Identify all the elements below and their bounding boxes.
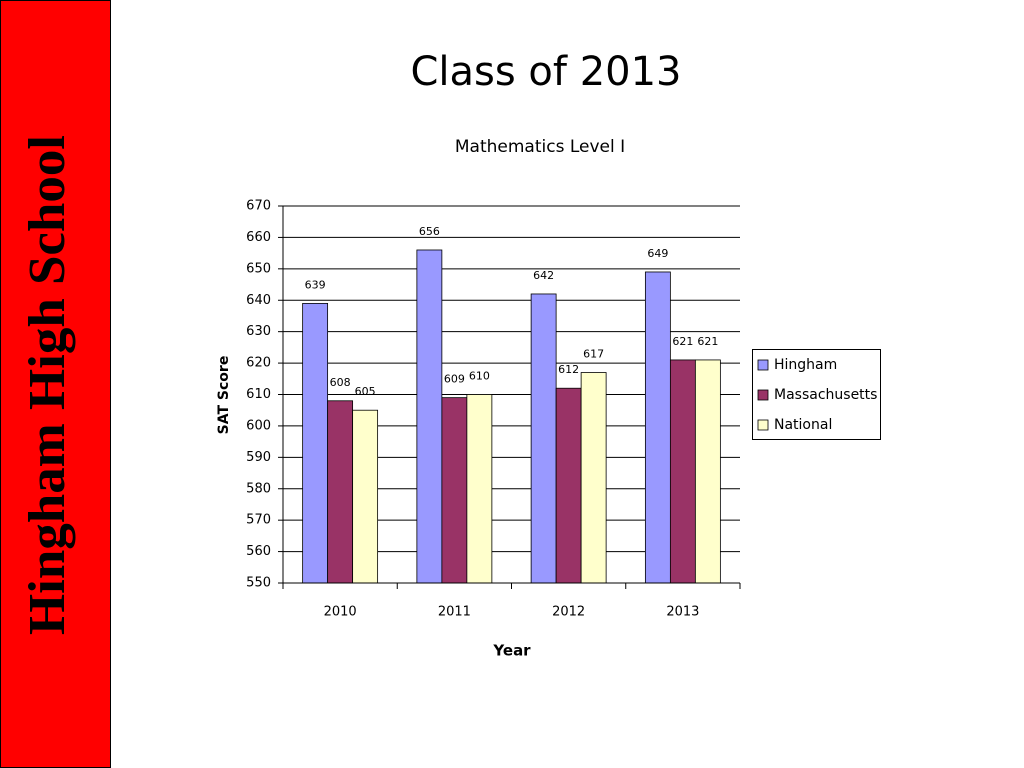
sidebar [0, 0, 111, 768]
x-tick-label: 2010 [324, 605, 357, 620]
x-axis-label: Year [492, 642, 531, 660]
y-tick-label: 660 [246, 230, 271, 245]
bar [580, 372, 607, 584]
legend [752, 349, 881, 440]
slide-title: Class of 2013 [410, 49, 681, 95]
legend-swatch [757, 419, 769, 431]
x-tick-label: 2013 [666, 605, 699, 620]
y-tick-label: 630 [246, 324, 271, 339]
bar [644, 271, 671, 584]
data-label: 656 [419, 225, 440, 238]
bar [416, 249, 443, 584]
y-tick-label: 640 [246, 293, 271, 308]
bar [302, 302, 329, 584]
bar [530, 293, 557, 584]
sidebar-title: Hingham High School [19, 135, 76, 635]
data-label: 612 [558, 363, 579, 376]
bar [352, 409, 379, 584]
y-tick-label: 590 [246, 450, 271, 465]
y-tick-label: 550 [246, 576, 271, 591]
y-tick-label: 580 [246, 481, 271, 496]
x-tick-label: 2012 [552, 605, 585, 620]
y-tick-label: 600 [246, 418, 271, 433]
y-tick-label: 560 [246, 544, 271, 559]
data-label: 617 [583, 348, 604, 361]
y-tick-label: 620 [246, 356, 271, 371]
data-label: 621 [697, 335, 718, 348]
y-tick-label: 610 [246, 387, 271, 402]
data-label: 649 [647, 247, 668, 260]
bar [466, 394, 493, 584]
bar [327, 400, 354, 584]
legend-label: Massachusetts [774, 387, 877, 403]
x-tick-label: 2011 [438, 605, 471, 620]
legend-swatch [757, 389, 769, 401]
y-axis-label: SAT Score [216, 356, 232, 435]
data-label: 642 [533, 269, 554, 282]
data-label: 639 [305, 278, 326, 291]
bar [669, 359, 696, 584]
data-label: 609 [444, 373, 465, 386]
data-label: 610 [469, 370, 490, 383]
y-tick-label: 650 [246, 261, 271, 276]
legend-label: National [774, 417, 832, 433]
legend-label: Hingham [774, 357, 837, 373]
data-label: 605 [355, 385, 376, 398]
data-label: 608 [330, 376, 351, 389]
chart-title: Mathematics Level I [455, 137, 625, 157]
data-label: 621 [672, 335, 693, 348]
y-tick-label: 670 [246, 199, 271, 214]
bar [694, 359, 721, 584]
bar [555, 387, 582, 584]
y-tick-label: 570 [246, 513, 271, 528]
bar [441, 397, 468, 584]
legend-swatch [757, 359, 769, 371]
